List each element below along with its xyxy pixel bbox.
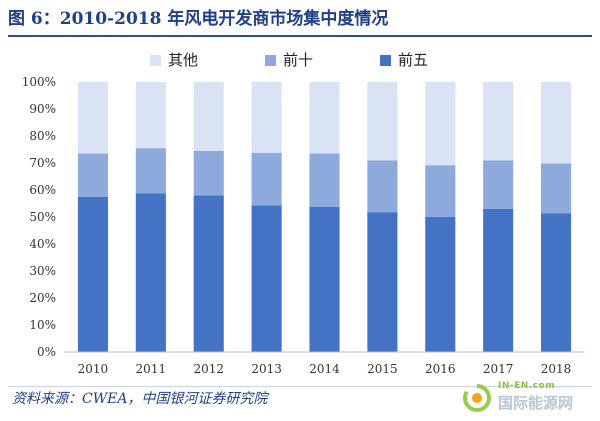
legend-swatch-1: [150, 55, 161, 66]
x-tick-label: 2015: [367, 362, 398, 376]
bar-2017-segment-3: [483, 82, 514, 161]
bar-2013-segment-2: [251, 152, 282, 206]
bar-2013-segment-1: [251, 205, 282, 352]
y-tick-label: 60%: [29, 183, 56, 197]
x-tick-label: 2014: [309, 362, 340, 376]
bar-2018-segment-3: [541, 82, 572, 164]
bar-2011-segment-2: [135, 148, 166, 194]
y-tick-label: 70%: [29, 156, 56, 170]
x-tick-label: 2018: [541, 362, 572, 376]
bar-2011-segment-1: [135, 193, 166, 352]
bar-2010-segment-3: [77, 82, 108, 154]
y-tick-label: 20%: [29, 291, 56, 305]
watermark-name: 国际能源网: [498, 394, 574, 412]
watermark-url: IN-EN.com: [498, 381, 556, 391]
x-tick-label: 2017: [483, 362, 514, 376]
in-en-logo-icon: [463, 384, 491, 412]
y-tick-label: 90%: [29, 102, 56, 116]
x-tick-label: 2010: [78, 362, 109, 376]
legend-label-2: 前十: [283, 51, 313, 69]
x-tick-label: 2011: [136, 362, 167, 376]
title-divider: [8, 35, 592, 37]
bar-2012-segment-2: [193, 150, 224, 196]
bar-2010-segment-1: [77, 196, 108, 352]
watermark-logo: IN-EN.com 国际能源网: [460, 381, 592, 415]
stacked-bar-chart: 其他 前十 前五 0% 10% 20% 30% 40% 50% 60% 70% 80% 90% 100%…: [22, 51, 585, 376]
bar-2017-segment-2: [483, 160, 514, 209]
bar-2010-segment-2: [77, 153, 108, 197]
bar-2016-segment-2: [425, 165, 456, 217]
y-tick-label: 10%: [29, 318, 56, 332]
x-tick-label: 2013: [251, 362, 282, 376]
legend-swatch-2: [265, 55, 276, 66]
bar-2014-segment-2: [309, 153, 340, 207]
bar-2015-segment-3: [367, 82, 398, 161]
y-tick-label: 50%: [29, 210, 56, 224]
y-tick-label: 30%: [29, 264, 56, 278]
y-tick-label: 80%: [29, 129, 56, 143]
bar-2016-segment-1: [425, 217, 456, 352]
bar-2015-segment-2: [367, 160, 398, 213]
figure-title: 图 6：2010-2018 年风电开发商市场集中度情况: [8, 9, 389, 29]
x-axis: 2010 2011 2012 2013 2014 2015 2016 2017 2018: [64, 351, 585, 376]
bar-2011-segment-3: [135, 82, 166, 149]
legend-label-3: 前五: [398, 51, 428, 69]
bar-2018-segment-2: [541, 163, 572, 214]
bar-2017-segment-1: [483, 208, 514, 352]
chart-legend: 其他 前十 前五: [150, 51, 428, 69]
bar-2012-segment-1: [193, 195, 224, 352]
bar-2018-segment-1: [541, 213, 572, 352]
bar-stack-group: [77, 82, 572, 352]
source-note: 资料来源：CWEA，中国银河证券研究院: [12, 391, 268, 407]
bar-2014-segment-1: [309, 206, 340, 352]
y-tick-label: 0%: [37, 345, 56, 359]
bar-2014-segment-3: [309, 82, 340, 154]
y-tick-label: 40%: [29, 237, 56, 251]
x-tick-label: 2012: [193, 362, 224, 376]
bar-2012-segment-3: [193, 82, 224, 151]
bar-2013-segment-3: [251, 82, 282, 153]
legend-swatch-3: [380, 55, 391, 66]
x-tick-label: 2016: [425, 362, 456, 376]
source-divider: [8, 386, 592, 387]
y-tick-label: 100%: [22, 75, 56, 89]
bar-2015-segment-1: [367, 212, 398, 352]
y-axis: 0% 10% 20% 30% 40% 50% 60% 70% 80% 90% 100%: [22, 75, 56, 359]
bar-2016-segment-3: [425, 82, 456, 166]
legend-label-1: 其他: [168, 51, 198, 69]
